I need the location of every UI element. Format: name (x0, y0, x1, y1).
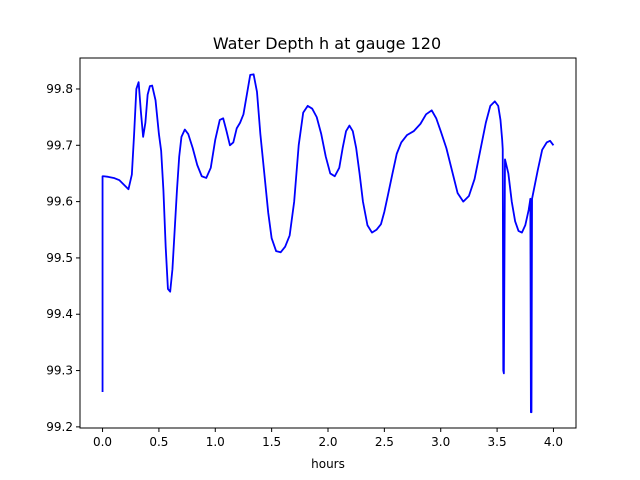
x-tick-label: 4.0 (544, 435, 563, 449)
x-tick-label: 2.5 (375, 435, 394, 449)
series-line-0 (101, 73, 555, 414)
y-tick-label: 99.4 (46, 307, 73, 321)
y-tick-label: 99.2 (46, 420, 73, 434)
y-tick-label: 99.3 (46, 364, 73, 378)
x-tick-label: 0.0 (93, 435, 112, 449)
x-axis-ticks: 0.0 0.5 1.0 1.5 2.0 2.5 3.0 3.5 4.0 (93, 428, 563, 449)
chart-title: Water Depth h at gauge 120 (213, 34, 441, 53)
x-axis-label: hours (311, 457, 345, 471)
y-tick-label: 99.7 (46, 138, 73, 152)
plot-frame (79, 57, 577, 429)
x-tick-label: 2.0 (318, 435, 337, 449)
x-tick-label: 3.5 (488, 435, 507, 449)
plot-area (101, 73, 555, 414)
x-tick-label: 3.0 (431, 435, 450, 449)
y-axis-ticks: 99.2 99.3 99.4 99.5 99.6 99.7 99.8 (46, 82, 80, 434)
y-tick-label: 99.8 (46, 82, 73, 96)
x-tick-label: 1.0 (206, 435, 225, 449)
y-tick-label: 99.5 (46, 251, 73, 265)
x-tick-label: 0.5 (149, 435, 168, 449)
y-tick-label: 99.6 (46, 195, 73, 209)
x-tick-label: 1.5 (262, 435, 281, 449)
